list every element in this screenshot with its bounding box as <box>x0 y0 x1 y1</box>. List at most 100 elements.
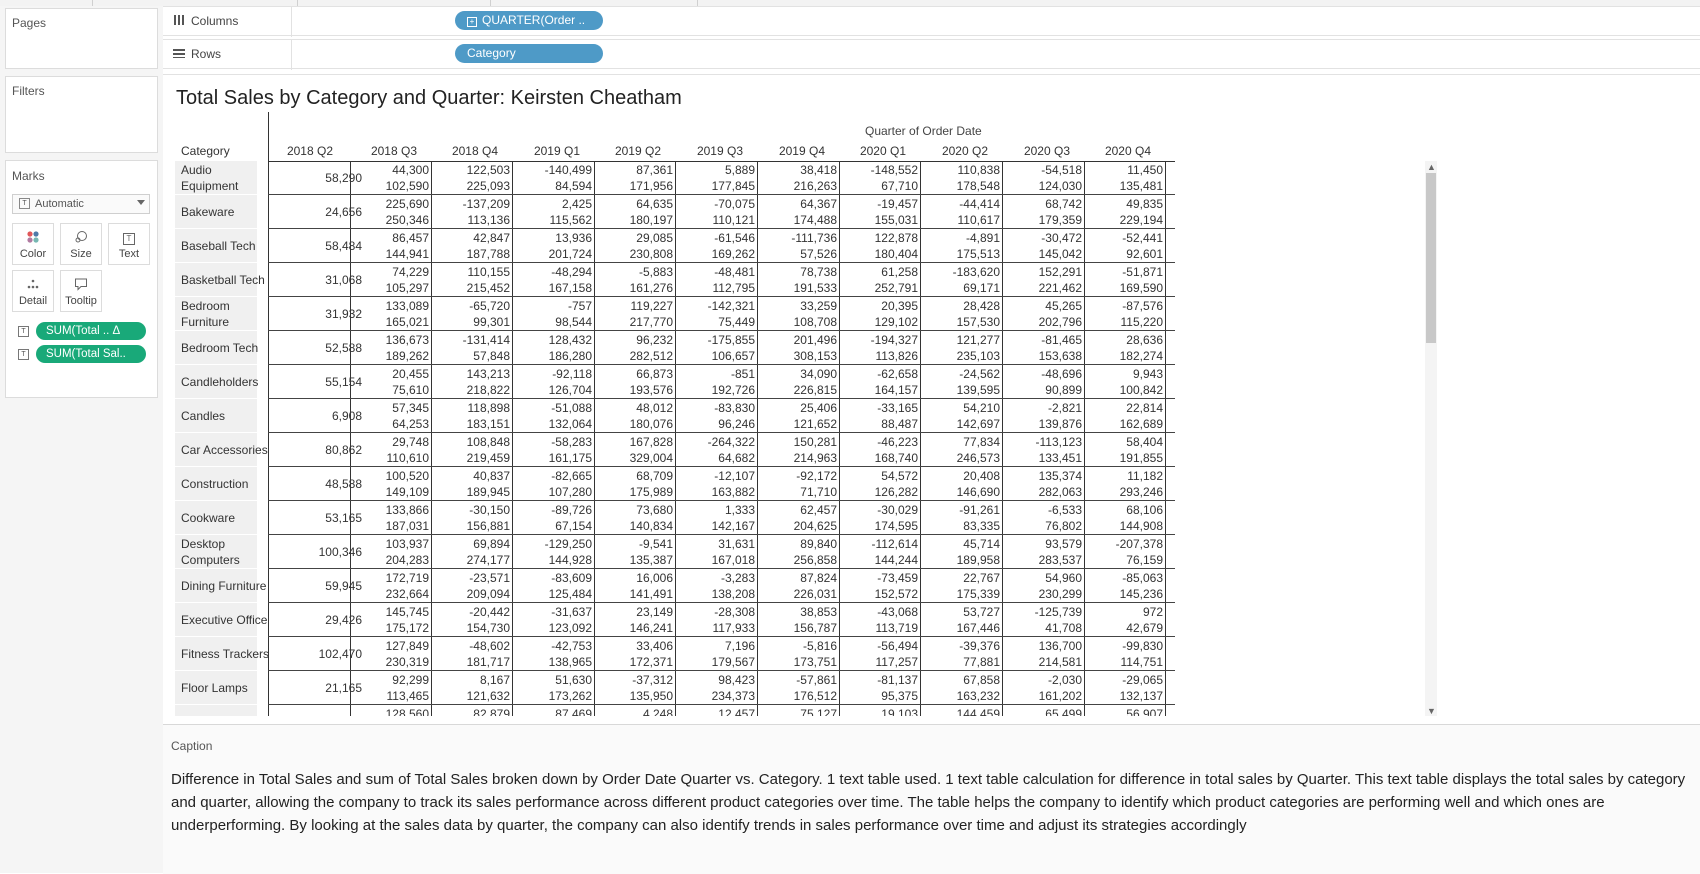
difference-value[interactable]: -194,327 <box>870 333 918 347</box>
difference-value[interactable]: 78,738 <box>800 265 837 279</box>
category-label[interactable]: Basketball Tech <box>181 273 265 287</box>
difference-value[interactable]: 225,690 <box>385 197 429 211</box>
total-sales-value[interactable]: 191,533 <box>793 281 837 295</box>
total-sales-value[interactable]: 129,102 <box>874 315 918 329</box>
difference-value[interactable]: 100,520 <box>385 469 429 483</box>
total-sales-value[interactable]: 92,601 <box>1126 247 1163 261</box>
quarter-order-date-pill[interactable]: + QUARTER(Order .. <box>455 11 603 30</box>
total-sales-value[interactable]: 173,751 <box>793 655 837 669</box>
difference-value[interactable]: 45,714 <box>963 537 1000 551</box>
difference-value[interactable]: -62,658 <box>877 367 918 381</box>
total-sales-value[interactable]: 162,689 <box>1119 417 1163 431</box>
difference-value[interactable]: 133,089 <box>385 299 429 313</box>
difference-value[interactable]: -28,308 <box>714 605 755 619</box>
total-sales-value[interactable]: 113,719 <box>875 621 919 635</box>
difference-value[interactable]: 87,361 <box>636 163 673 177</box>
total-sales-value[interactable]: 164,157 <box>874 383 918 397</box>
total-sales-value[interactable]: 135,950 <box>629 689 673 703</box>
difference-value[interactable]: -112,614 <box>871 537 918 551</box>
total-sales-value[interactable]: 180,076 <box>629 417 673 431</box>
total-sales-value[interactable]: 153,638 <box>1038 349 1082 363</box>
difference-value[interactable]: 7,196 <box>724 639 755 653</box>
first-quarter-value[interactable]: 55,154 <box>325 375 362 389</box>
difference-value[interactable]: 29,748 <box>392 435 429 449</box>
difference-value[interactable]: 53,727 <box>963 605 1000 619</box>
difference-value[interactable]: -82,665 <box>551 469 592 483</box>
total-sales-value[interactable]: 256,858 <box>793 553 837 567</box>
total-sales-value[interactable]: 100,842 <box>1119 383 1163 397</box>
total-sales-value[interactable]: 42,679 <box>1126 621 1163 635</box>
total-sales-value[interactable]: 64,253 <box>392 417 429 431</box>
difference-value[interactable]: -46,223 <box>877 435 918 449</box>
total-sales-value[interactable]: 124,030 <box>1038 179 1082 193</box>
total-sales-value[interactable]: 110,617 <box>957 213 1001 227</box>
difference-value[interactable]: 73,680 <box>636 503 673 517</box>
category-label[interactable]: Bakeware <box>181 205 235 219</box>
total-sales-value[interactable]: 293,246 <box>1119 485 1163 499</box>
total-sales-value[interactable]: 99,301 <box>473 315 510 329</box>
first-quarter-value[interactable]: 58,484 <box>325 239 362 253</box>
difference-value[interactable]: -43,068 <box>877 605 918 619</box>
marks-type-dropdown[interactable]: T Automatic <box>12 194 150 214</box>
total-sales-value[interactable]: 168,740 <box>874 451 918 465</box>
total-sales-value[interactable]: 174,488 <box>793 213 837 227</box>
difference-value[interactable]: 150,281 <box>793 435 837 449</box>
total-sales-value[interactable]: 132,137 <box>1119 689 1163 703</box>
difference-value[interactable]: -29,065 <box>1122 673 1163 687</box>
total-sales-value[interactable]: 235,103 <box>956 349 1000 363</box>
text-button[interactable]: T Text <box>108 223 150 265</box>
difference-value[interactable]: -51,088 <box>551 401 592 415</box>
total-sales-value[interactable]: 186,280 <box>548 349 592 363</box>
difference-value[interactable]: -58,283 <box>551 435 592 449</box>
difference-value[interactable]: -33,165 <box>877 401 918 415</box>
total-sales-value[interactable]: 57,848 <box>473 349 510 363</box>
difference-value[interactable]: 20,395 <box>881 299 918 313</box>
total-sales-value[interactable]: 71,710 <box>800 485 837 499</box>
category-label[interactable]: Audio Equipment <box>181 163 239 193</box>
difference-value[interactable]: 25,406 <box>800 401 837 415</box>
total-sales-value[interactable]: 163,882 <box>711 485 755 499</box>
difference-value[interactable]: 38,418 <box>800 163 837 177</box>
first-quarter-value[interactable]: 29,426 <box>325 613 362 627</box>
total-sales-value[interactable]: 41,708 <box>1045 621 1082 635</box>
total-sales-value[interactable]: 202,796 <box>1038 315 1082 329</box>
total-sales-value[interactable]: 204,283 <box>385 553 429 567</box>
total-sales-value[interactable]: 252,791 <box>874 281 918 295</box>
difference-value[interactable]: -125,739 <box>1034 605 1082 619</box>
difference-value[interactable]: 972 <box>1142 605 1163 619</box>
difference-value[interactable]: 42,847 <box>473 231 510 245</box>
difference-value[interactable]: -73,459 <box>877 571 918 585</box>
difference-value[interactable]: 5,889 <box>724 163 755 177</box>
difference-value[interactable]: 74,229 <box>392 265 429 279</box>
difference-value[interactable]: 11,182 <box>1127 469 1163 483</box>
difference-value[interactable]: 64,635 <box>636 197 673 211</box>
difference-value[interactable]: -3,283 <box>720 571 755 585</box>
difference-value[interactable]: -24,562 <box>959 367 1000 381</box>
difference-value[interactable]: -129,250 <box>544 537 592 551</box>
total-sales-value[interactable]: 189,262 <box>385 349 429 363</box>
difference-value[interactable]: 9,943 <box>1132 367 1163 381</box>
total-sales-value[interactable]: 214,581 <box>1038 655 1082 669</box>
total-sales-value[interactable]: 250,346 <box>385 213 429 227</box>
difference-value[interactable]: 31,631 <box>718 537 755 551</box>
difference-value[interactable]: 51,630 <box>555 673 592 687</box>
difference-value[interactable]: 93,579 <box>1045 537 1082 551</box>
total-sales-value[interactable]: 169,262 <box>711 247 755 261</box>
difference-value[interactable]: -87,576 <box>1122 299 1163 313</box>
difference-value[interactable]: -81,465 <box>1041 333 1082 347</box>
difference-value[interactable]: 96,232 <box>636 333 673 347</box>
difference-value[interactable]: 4,248 <box>642 707 673 716</box>
total-sales-value[interactable]: 230,808 <box>629 247 673 261</box>
difference-value[interactable]: -44,414 <box>959 197 1000 211</box>
difference-value[interactable]: 135,374 <box>1038 469 1082 483</box>
difference-value[interactable]: 29,085 <box>636 231 673 245</box>
scroll-down-icon[interactable]: ▼ <box>1427 706 1436 716</box>
difference-value[interactable]: -85,063 <box>1122 571 1163 585</box>
difference-value[interactable]: -183,620 <box>952 265 1000 279</box>
difference-value[interactable]: 136,700 <box>1038 639 1082 653</box>
total-sales-value[interactable]: 209,094 <box>466 587 510 601</box>
scroll-up-icon[interactable]: ▲ <box>1427 162 1436 172</box>
difference-value[interactable]: 20,408 <box>963 469 1000 483</box>
total-sales-value[interactable]: 167,446 <box>956 621 1000 635</box>
difference-value[interactable]: 133,866 <box>385 503 429 517</box>
